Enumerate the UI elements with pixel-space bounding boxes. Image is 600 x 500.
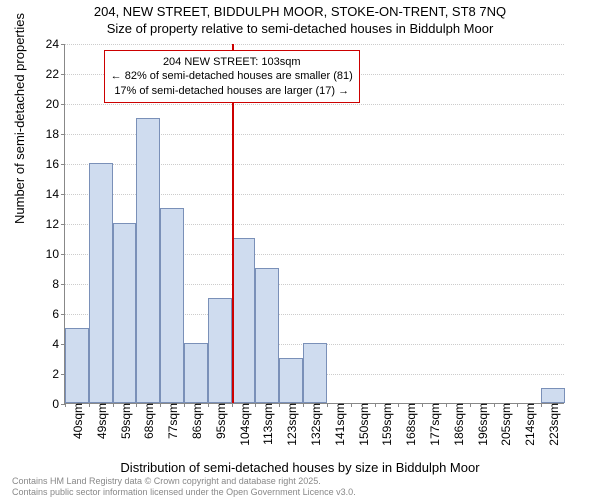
annotation-line: 204 NEW STREET: 103sqm: [111, 55, 353, 69]
histogram-bar: [113, 223, 137, 403]
xtick-label: 205sqm: [497, 403, 513, 446]
histogram-bar: [255, 268, 279, 403]
gridline: [65, 44, 564, 45]
xtick-label: 86sqm: [188, 403, 204, 439]
xtick-mark: [279, 403, 280, 407]
xtick-label: 214sqm: [521, 403, 537, 446]
footer-line2: Contains public sector information licen…: [12, 487, 356, 498]
xtick-label: 177sqm: [426, 403, 442, 446]
title-line2: Size of property relative to semi-detach…: [0, 21, 600, 38]
ytick-label: 20: [46, 97, 65, 111]
xtick-label: 77sqm: [164, 403, 180, 439]
xtick-label: 141sqm: [331, 403, 347, 446]
x-axis-label: Distribution of semi-detached houses by …: [0, 460, 600, 475]
xtick-label: 186sqm: [450, 403, 466, 446]
xtick-mark: [494, 403, 495, 407]
annotation-box: 204 NEW STREET: 103sqm← 82% of semi-deta…: [104, 50, 360, 103]
histogram-bar: [279, 358, 303, 403]
ytick-label: 10: [46, 247, 65, 261]
histogram-bar: [65, 328, 89, 403]
xtick-mark: [65, 403, 66, 407]
gridline: [65, 104, 564, 105]
xtick-label: 132sqm: [307, 403, 323, 446]
xtick-mark: [303, 403, 304, 407]
xtick-label: 59sqm: [117, 403, 133, 439]
histogram-bar: [184, 343, 208, 403]
xtick-label: 196sqm: [474, 403, 490, 446]
xtick-mark: [375, 403, 376, 407]
plot-region: 02468101214161820222440sqm49sqm59sqm68sq…: [64, 44, 564, 404]
ytick-label: 12: [46, 217, 65, 231]
xtick-label: 150sqm: [355, 403, 371, 446]
ytick-label: 8: [52, 277, 65, 291]
ytick-label: 18: [46, 127, 65, 141]
xtick-label: 168sqm: [402, 403, 418, 446]
histogram-bar: [208, 298, 232, 403]
xtick-mark: [422, 403, 423, 407]
histogram-bar: [160, 208, 184, 403]
xtick-mark: [327, 403, 328, 407]
xtick-mark: [470, 403, 471, 407]
xtick-mark: [136, 403, 137, 407]
xtick-mark: [184, 403, 185, 407]
chart-area: 02468101214161820222440sqm49sqm59sqm68sq…: [64, 44, 564, 404]
footer-attribution: Contains HM Land Registry data © Crown c…: [12, 476, 356, 498]
histogram-bar: [303, 343, 327, 403]
footer-line1: Contains HM Land Registry data © Crown c…: [12, 476, 356, 487]
ytick-label: 6: [52, 307, 65, 321]
title-line1: 204, NEW STREET, BIDDULPH MOOR, STOKE-ON…: [0, 4, 600, 21]
ytick-label: 14: [46, 187, 65, 201]
annotation-line: 17% of semi-detached houses are larger (…: [111, 84, 353, 98]
xtick-mark: [517, 403, 518, 407]
ytick-label: 24: [46, 37, 65, 51]
xtick-mark: [446, 403, 447, 407]
xtick-mark: [232, 403, 233, 407]
chart-title: 204, NEW STREET, BIDDULPH MOOR, STOKE-ON…: [0, 0, 600, 38]
xtick-mark: [541, 403, 542, 407]
xtick-label: 104sqm: [236, 403, 252, 446]
xtick-label: 49sqm: [93, 403, 109, 439]
ytick-label: 2: [52, 367, 65, 381]
xtick-mark: [398, 403, 399, 407]
y-axis-label: Number of semi-detached properties: [12, 13, 27, 224]
xtick-mark: [208, 403, 209, 407]
ytick-label: 0: [52, 397, 65, 411]
xtick-label: 113sqm: [259, 403, 275, 445]
ytick-label: 16: [46, 157, 65, 171]
histogram-bar: [89, 163, 113, 403]
xtick-mark: [351, 403, 352, 407]
histogram-bar: [136, 118, 160, 403]
ytick-label: 22: [46, 67, 65, 81]
ytick-label: 4: [52, 337, 65, 351]
xtick-mark: [89, 403, 90, 407]
xtick-label: 95sqm: [212, 403, 228, 439]
xtick-label: 123sqm: [283, 403, 299, 446]
xtick-mark: [113, 403, 114, 407]
annotation-line: ← 82% of semi-detached houses are smalle…: [111, 69, 353, 83]
xtick-mark: [255, 403, 256, 407]
xtick-label: 159sqm: [378, 403, 394, 446]
histogram-bar: [232, 238, 256, 403]
histogram-bar: [541, 388, 565, 403]
xtick-label: 68sqm: [140, 403, 156, 439]
xtick-label: 40sqm: [69, 403, 85, 439]
xtick-label: 223sqm: [545, 403, 561, 446]
xtick-mark: [160, 403, 161, 407]
